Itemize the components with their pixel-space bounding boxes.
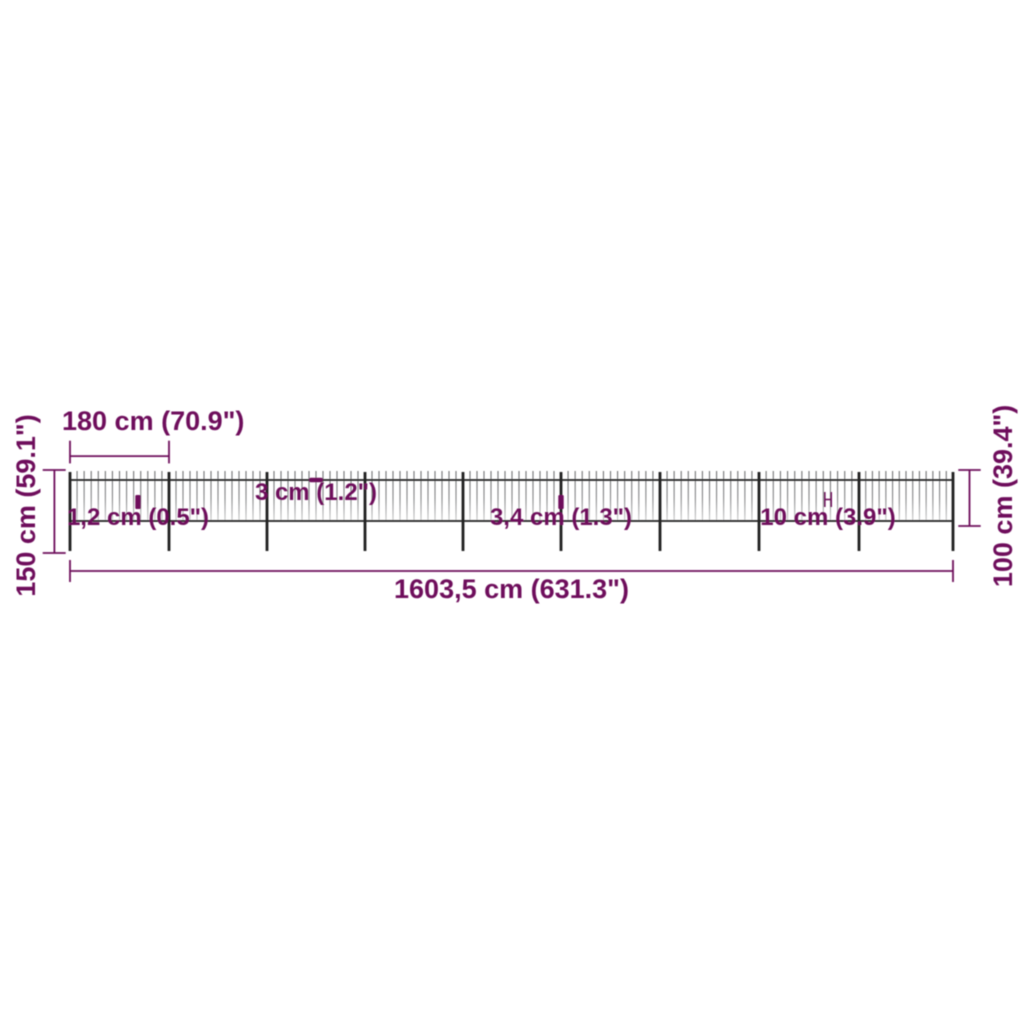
svg-text:1,2 cm (0.5"): 1,2 cm (0.5") <box>67 504 209 531</box>
svg-text:180 cm (70.9"): 180 cm (70.9") <box>62 406 244 436</box>
svg-text:3,4 cm (1.3"): 3,4 cm (1.3") <box>490 504 632 531</box>
svg-text:1603,5 cm (631.3"): 1603,5 cm (631.3") <box>394 574 629 604</box>
svg-text:10 cm (3.9"): 10 cm (3.9") <box>760 504 895 531</box>
svg-text:100 cm (39.4"): 100 cm (39.4") <box>988 405 1018 587</box>
svg-text:150 cm (59.1"): 150 cm (59.1") <box>11 414 41 596</box>
svg-text:3 cm (1.2"): 3 cm (1.2") <box>255 479 377 506</box>
